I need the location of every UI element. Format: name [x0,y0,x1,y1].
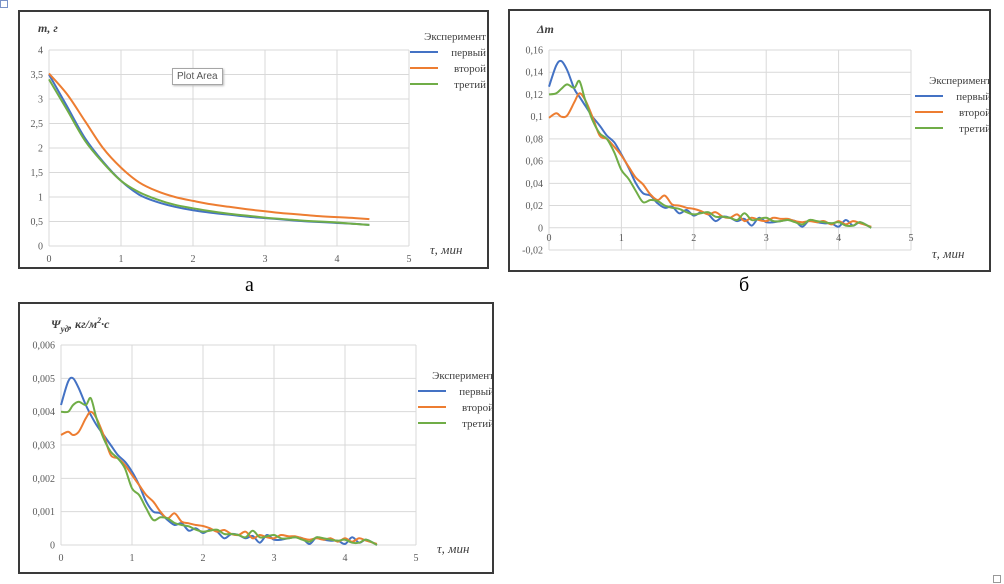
x-tick-label: 1 [619,233,624,244]
x-tick-label: 4 [343,553,348,564]
y-axis-label-part: уд [60,324,70,334]
legend-item: первый [459,386,494,398]
legend-item: первый [956,91,991,103]
legend-item: второй [454,63,486,75]
x-tick-label: 0 [47,254,52,265]
legend-item: третий [959,123,991,135]
caption-a: а [245,274,254,296]
legend-title: Эксперимент [929,75,991,87]
x-tick-label: 5 [909,233,914,244]
series-line-3 [48,78,370,226]
series-line-1 [60,376,378,546]
x-tick-label: 5 [414,553,419,564]
y-tick-label: 0,14 [526,68,544,79]
x-tick-label: 1 [119,254,124,265]
y-tick-label: 0,02 [526,201,544,212]
y-tick-label: 0,002 [33,474,56,485]
legend-item: второй [462,402,494,414]
x-tick-label: 2 [201,553,206,564]
caption-b: б [739,274,750,296]
y-tick-label: 2 [38,144,43,155]
x-tick-label: 0 [547,233,552,244]
y-tick-label: 0,003 [33,441,56,452]
legend-item: третий [454,79,486,91]
plot-area-tooltip: Plot Area [172,68,223,85]
y-tick-label: 0,04 [526,179,544,190]
x-tick-label: 3 [764,233,769,244]
y-tick-label: 1,5 [31,168,44,179]
y-tick-label: 1 [38,193,43,204]
y-tick-label: 0,004 [33,407,56,418]
x-axis-label: τ, мин [430,242,462,257]
y-axis-label: m, г [38,21,58,35]
y-tick-label: -0,02 [522,246,543,257]
y-tick-label: 0,16 [526,46,544,57]
x-tick-label: 5 [407,254,412,265]
y-axis-label: Δm [536,22,554,36]
x-tick-label: 3 [272,553,277,564]
legend-title: Эксперимент [432,370,494,382]
y-tick-label: 0,12 [526,90,544,101]
y-tick-label: 0,1 [531,112,544,123]
series-line-3 [60,396,378,546]
chart-c-frame[interactable] [18,302,494,574]
legend-item: третий [462,418,494,430]
y-tick-label: 0 [50,541,55,552]
x-tick-label: 4 [335,254,340,265]
legend-item: первый [451,47,486,59]
x-tick-label: 2 [191,254,196,265]
y-tick-label: 0,06 [526,157,544,168]
y-tick-label: 3,5 [31,70,44,81]
x-axis-label: τ, мин [437,541,469,556]
x-tick-label: 4 [836,233,841,244]
x-tick-label: 1 [130,553,135,564]
y-axis-label: Ψуд, кг/м2·с [51,316,110,334]
y-tick-label: 0,005 [33,374,56,385]
legend-item: второй [959,107,991,119]
series-line-3 [548,79,872,229]
y-tick-label: 0,08 [526,134,544,145]
y-tick-label: 2,5 [31,119,44,130]
x-tick-label: 0 [59,553,64,564]
y-tick-label: 0 [538,223,543,234]
x-tick-label: 3 [263,254,268,265]
series-line-2 [48,72,370,221]
y-tick-label: 3 [38,95,43,106]
y-tick-label: 4 [38,46,43,57]
y-axis-label-part: 2 [96,316,101,325]
y-axis-label-part: , кг/м [68,317,97,331]
x-tick-label: 2 [691,233,696,244]
x-axis-label: τ, мин [932,246,964,261]
anchor-icon [0,0,8,8]
y-tick-label: 0,001 [33,507,56,518]
resize-handle-icon[interactable] [993,575,1001,583]
y-axis-label-part: ·с [101,317,110,331]
y-tick-label: 0,5 [31,217,44,228]
legend-title: Эксперимент [424,31,486,43]
y-axis-label-part: Ψ [51,317,62,331]
y-tick-label: 0 [38,242,43,253]
y-tick-label: 0,006 [33,341,56,352]
